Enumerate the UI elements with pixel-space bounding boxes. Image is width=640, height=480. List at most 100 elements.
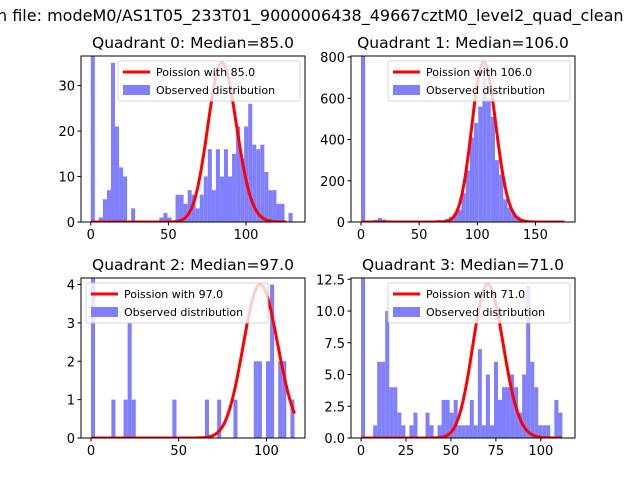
x-tick-label: 50: [443, 444, 460, 459]
histogram-bar: [518, 412, 523, 438]
histogram-bar: [489, 425, 494, 438]
histogram-bar: [211, 190, 216, 222]
histogram-bar: [207, 149, 212, 222]
histogram-bar: [453, 399, 458, 438]
x-tick-label: 50: [411, 228, 428, 243]
histogram-bar: [437, 425, 442, 438]
legend-box: [85, 282, 269, 324]
poisson-curve: [361, 282, 563, 438]
axes-frame: [350, 277, 576, 439]
histogram-bar: [240, 158, 245, 222]
histogram-bar: [413, 412, 418, 438]
histogram-bar: [507, 207, 512, 222]
histogram-bar: [377, 217, 382, 222]
histogram-bar: [290, 399, 295, 438]
legend-label-observed: Observed distribution: [124, 306, 243, 319]
legend-label-observed: Observed distribution: [426, 84, 545, 97]
histogram-bar: [163, 212, 168, 222]
legend-label-poisson: Poission with 71.0: [426, 288, 525, 301]
histogram-bar: [457, 425, 462, 438]
histogram-bar: [131, 399, 136, 438]
histogram-bar: [453, 213, 458, 222]
histogram-bar: [114, 126, 120, 222]
histogram-bar: [534, 387, 539, 438]
poisson-curve: [90, 61, 287, 222]
plot-area: [361, 278, 563, 438]
histogram-bar: [361, 278, 366, 438]
subplot-quadrant-3: 0 25 50 75 100 0.0 2.5 5.0 7.5 10.0 12.5 Quadrant 3…: [316, 256, 576, 459]
histogram-bar: [236, 126, 241, 222]
histogram-bar: [461, 425, 466, 438]
histogram-bar: [252, 144, 257, 222]
histogram-bar: [425, 412, 430, 438]
legend-label-observed: Observed distribution: [156, 84, 275, 97]
histogram-bar: [481, 425, 486, 438]
plot-area: [90, 56, 293, 222]
x-tick-label: 100: [465, 228, 490, 243]
histogram-bar: [477, 349, 482, 438]
histogram-bar: [110, 62, 115, 222]
y-tick-label: 5.0: [324, 369, 345, 384]
histogram-bar: [385, 311, 390, 438]
legend-label-observed: Observed distribution: [426, 306, 545, 319]
y-tick-label: 7.5: [324, 337, 345, 352]
y-tick-label: 30: [58, 80, 75, 95]
histogram-bar: [172, 399, 177, 438]
histogram-bar: [123, 176, 128, 222]
histogram-bar: [502, 387, 507, 438]
histogram-bar: [264, 171, 269, 222]
histogram-bar: [465, 425, 470, 438]
histogram-bar: [474, 123, 479, 222]
histogram-bar: [203, 176, 208, 222]
histogram-bar: [465, 170, 470, 222]
subplot-title: Quadrant 0: Median=85.0: [92, 34, 294, 52]
subplot-quadrant-0: 0 50 100 0 10 20 30 Quadrant 0: Median=85.0 Pois…: [58, 34, 306, 243]
histogram-bar: [253, 361, 258, 438]
histogram-bar: [257, 361, 262, 438]
y-tick-label: 400: [320, 134, 345, 149]
histogram-bar: [469, 399, 474, 438]
histogram-bar: [473, 425, 478, 438]
histogram-bar: [233, 399, 238, 438]
legend: Poission with 85.0 Observed distribution: [117, 60, 301, 102]
histogram-bar: [228, 176, 233, 222]
axes-frame: [80, 277, 306, 439]
y-tick-label: 0: [67, 432, 75, 447]
x-tick-label: 0: [357, 444, 365, 459]
histogram-bar: [90, 278, 96, 438]
legend-bar-swatch: [91, 307, 118, 317]
y-tick-label: 0: [337, 216, 345, 231]
x-tick-label: 100: [254, 444, 279, 459]
histogram-bar: [478, 106, 483, 222]
histogram-bar: [270, 284, 275, 438]
histogram-bar: [204, 399, 210, 438]
y-tick-label: 12.5: [316, 273, 345, 288]
y-tick-label: 2: [67, 355, 75, 370]
histogram-bar: [503, 199, 508, 222]
histogram-bar: [497, 399, 503, 438]
histogram-bar: [265, 361, 271, 438]
legend: Poission with 97.0 Observed distribution: [85, 282, 269, 324]
y-tick-label: 10: [58, 171, 75, 186]
histogram-bar: [522, 374, 527, 438]
legend-box: [387, 282, 571, 324]
histogram-bar: [546, 425, 551, 438]
histogram-bar: [457, 209, 462, 222]
histogram-bar: [486, 98, 491, 222]
histogram-bar: [217, 399, 222, 438]
x-tick-label: 0: [357, 228, 365, 243]
x-tick-label: 50: [170, 444, 187, 459]
histogram-bar: [401, 425, 406, 438]
y-tick-label: 1: [67, 394, 75, 409]
histogram-bar: [131, 208, 136, 222]
x-tick-label: 150: [523, 228, 548, 243]
histogram-bar: [361, 56, 366, 222]
legend-bar-swatch: [393, 85, 420, 95]
histogram-bar: [278, 361, 283, 438]
legend-bar-swatch: [123, 85, 150, 95]
histogram-bar: [377, 361, 382, 438]
histogram-bar: [381, 361, 386, 438]
histogram-bar: [554, 399, 559, 438]
histogram-bar: [288, 212, 293, 222]
histogram-bar: [256, 149, 261, 222]
